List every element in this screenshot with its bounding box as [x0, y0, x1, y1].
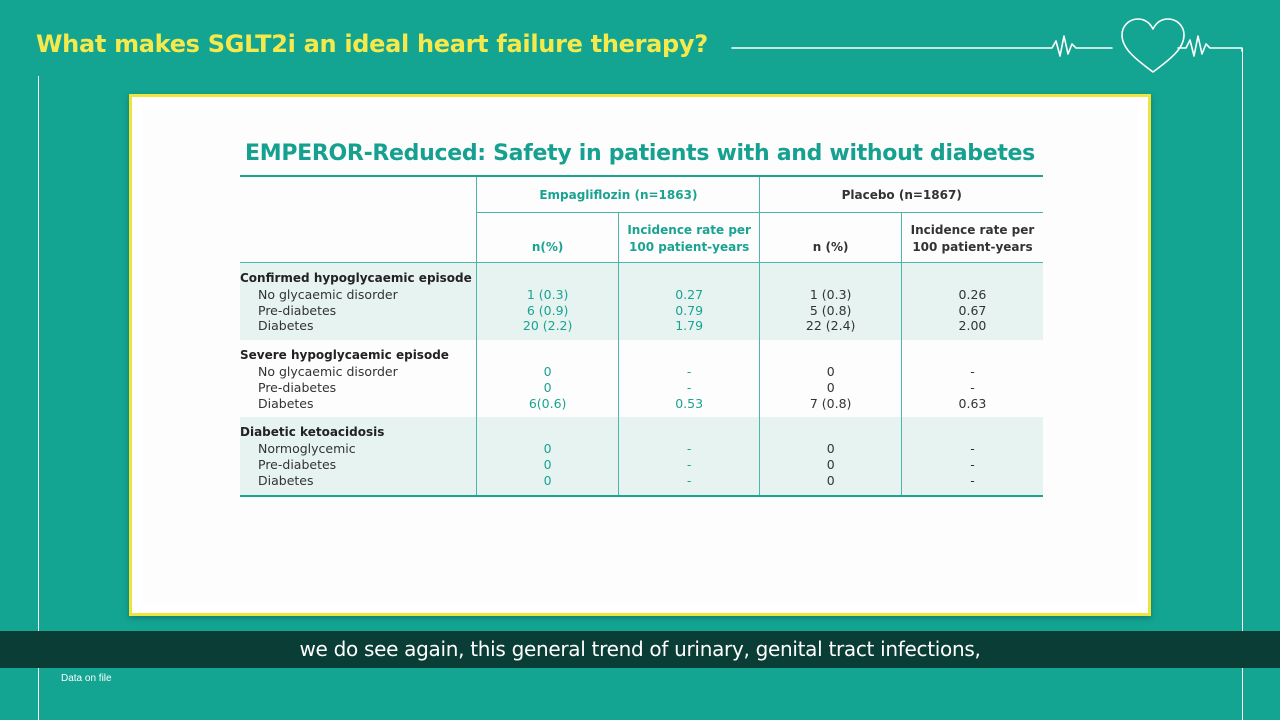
cell-pla-n: 0 [826, 379, 835, 395]
row-label: No glycaemic disorder [258, 286, 398, 302]
table-section-ketoacidosis: Diabetic ketoacidosis Normoglycemic Pre-… [240, 417, 1043, 496]
group-header-empagliflozin: Empagliflozin (n=1863) [476, 176, 760, 213]
safety-table: Empagliflozin (n=1863) Placebo (n=1867) … [240, 175, 1043, 497]
cell-pla-n: 0 [826, 441, 835, 457]
slide-card: EMPEROR-Reduced: Safety in patients with… [129, 94, 1151, 616]
slide-title: EMPEROR-Reduced: Safety in patients with… [245, 141, 1035, 166]
footnote: Data on file [61, 673, 112, 684]
cell-emp-n: 20 (2.2) [522, 318, 573, 334]
row-label: Normoglycemic [258, 441, 356, 457]
cell-pla-rate: - [970, 441, 975, 457]
cell-pla-n: 22 (2.4) [805, 318, 856, 334]
cell-emp-n: 1 (0.3) [526, 286, 569, 302]
cell-pla-n: 0 [826, 456, 835, 472]
heart-ecg-icon [731, 18, 1243, 73]
cell-emp-rate: - [686, 363, 692, 379]
row-label: No glycaemic disorder [258, 363, 398, 379]
caption-bar: we do see again, this general trend of u… [0, 631, 1280, 668]
cell-emp-rate: 0.79 [675, 302, 704, 318]
frame-line-left [38, 76, 39, 720]
cell-pla-rate: - [970, 472, 975, 488]
col-header-pla-rate: Incidence rate per 100 patient-years [900, 212, 1043, 263]
cell-pla-rate: - [970, 379, 975, 395]
cell-emp-n: 6(0.6) [528, 395, 567, 411]
group-header-placebo: Placebo (n=1867) [759, 176, 1043, 213]
cell-emp-n: 0 [543, 456, 552, 472]
row-label: Diabetes [258, 472, 314, 488]
cell-emp-rate: 0.27 [675, 286, 704, 302]
row-label: Pre-diabetes [258, 302, 337, 318]
cell-pla-n: 1 (0.3) [809, 286, 852, 302]
section-label: Severe hypoglycaemic episode [240, 348, 449, 363]
cell-pla-n: 7 (0.8) [809, 395, 852, 411]
row-label: Diabetes [258, 318, 314, 334]
cell-emp-rate: - [686, 441, 692, 457]
table-section-confirmed-hypo: Confirmed hypoglycaemic episode No glyca… [240, 262, 1043, 341]
cell-pla-n: 5 (0.8) [809, 302, 852, 318]
col-header-emp-rate: Incidence rate per 100 patient-years [617, 212, 760, 263]
page-title: What makes SGLT2i an ideal heart failure… [36, 30, 708, 58]
cell-emp-n: 0 [543, 441, 552, 457]
cell-pla-rate: - [970, 363, 975, 379]
row-label: Pre-diabetes [258, 379, 337, 395]
cell-pla-rate: 0.63 [958, 395, 987, 411]
frame-line-right [1242, 48, 1243, 720]
cell-emp-rate: - [686, 456, 692, 472]
cell-emp-rate: - [686, 472, 692, 488]
cell-emp-n: 6 (0.9) [526, 302, 569, 318]
row-label: Pre-diabetes [258, 456, 337, 472]
section-label: Confirmed hypoglycaemic episode [240, 271, 472, 285]
cell-pla-n: 0 [826, 363, 835, 379]
section-label: Diabetic ketoacidosis [240, 425, 385, 440]
cell-pla-rate: 0.26 [958, 286, 987, 302]
col-header-pla-n: n (%) [759, 212, 902, 263]
row-label: Diabetes [258, 395, 314, 411]
table-section-severe-hypo: Severe hypoglycaemic episode No glycaemi… [240, 340, 1043, 418]
cell-emp-rate: - [686, 379, 692, 395]
cell-pla-rate: 0.67 [958, 302, 987, 318]
cell-emp-rate: 1.79 [675, 318, 704, 334]
cell-pla-rate: - [970, 456, 975, 472]
cell-emp-n: 0 [543, 363, 552, 379]
cell-emp-n: 0 [543, 472, 552, 488]
cell-emp-n: 0 [543, 379, 552, 395]
col-header-emp-n: n(%) [476, 212, 619, 263]
cell-emp-rate: 0.53 [675, 395, 704, 411]
cell-pla-rate: 2.00 [958, 318, 987, 334]
cell-pla-n: 0 [826, 472, 835, 488]
